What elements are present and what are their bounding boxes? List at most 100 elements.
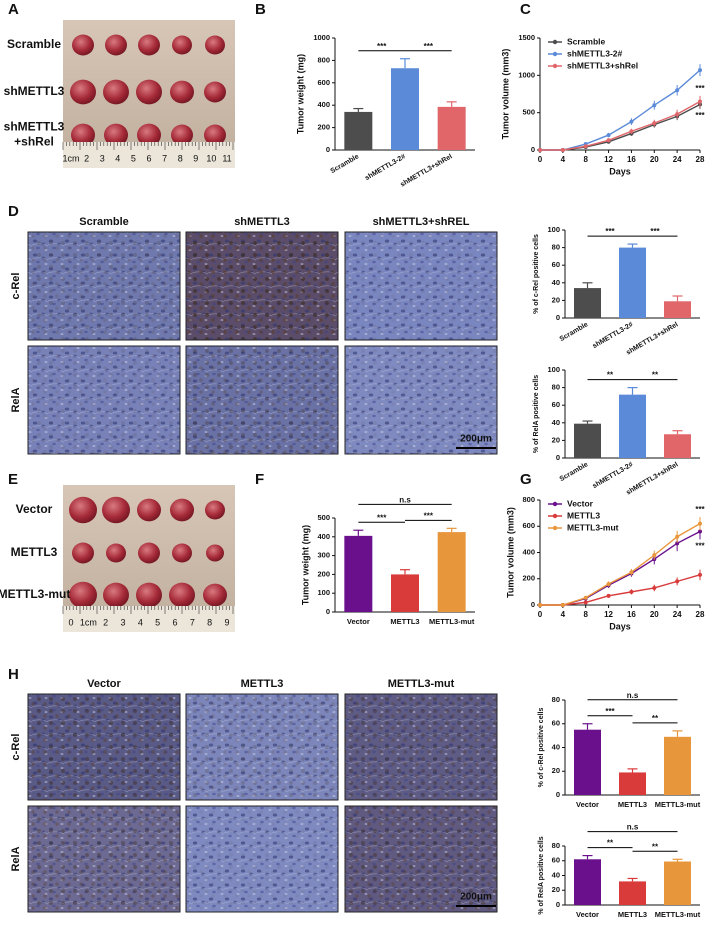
bar bbox=[619, 772, 646, 795]
legend-label: shMETTL3+shRel bbox=[567, 60, 638, 70]
panel-letter: A bbox=[8, 1, 19, 18]
y-tick-label: 60 bbox=[552, 400, 560, 409]
ruler-label: 4 bbox=[138, 617, 143, 627]
point bbox=[629, 570, 634, 575]
x-tick-label: Vector bbox=[347, 617, 370, 626]
y-tick-label: 300 bbox=[317, 551, 330, 560]
x-tick-label: shMETTL3-2# bbox=[592, 461, 635, 490]
tumor bbox=[205, 35, 225, 55]
ruler-label: 2 bbox=[103, 617, 108, 627]
row-label: c-Rel bbox=[10, 273, 22, 300]
tumor bbox=[172, 543, 192, 563]
histology-stain bbox=[28, 346, 180, 454]
tumor bbox=[204, 124, 226, 146]
ruler-label: 4 bbox=[115, 153, 120, 163]
y-tick-label: 40 bbox=[552, 418, 560, 427]
histology-stain bbox=[186, 694, 338, 800]
histology-stain bbox=[345, 806, 497, 912]
x-tick-label: METTL3 bbox=[618, 910, 647, 919]
x-tick-label: Vector bbox=[576, 800, 599, 809]
y-tick-label: 0 bbox=[556, 313, 560, 322]
tumor bbox=[103, 582, 129, 608]
y-tick-label: 40 bbox=[552, 870, 560, 879]
legend-marker bbox=[552, 39, 558, 45]
panel-letter: E bbox=[8, 471, 18, 488]
significance-label: *** bbox=[377, 513, 387, 522]
histology-stain bbox=[345, 346, 497, 454]
x-tick-label: 8 bbox=[583, 155, 588, 164]
point bbox=[652, 103, 657, 108]
row-label: shMETTL3 bbox=[4, 120, 65, 134]
point bbox=[652, 553, 657, 558]
legend-marker bbox=[552, 501, 558, 507]
y-tick-label: 20 bbox=[552, 295, 560, 304]
significance-label: ** bbox=[607, 839, 614, 848]
bar bbox=[574, 288, 601, 318]
x-tick-label: Vector bbox=[576, 910, 599, 919]
ruler-label: 3 bbox=[100, 153, 105, 163]
x-tick-label: METTL3 bbox=[618, 800, 647, 809]
bar bbox=[391, 574, 419, 612]
series-line bbox=[540, 523, 701, 606]
y-tick-label: 600 bbox=[522, 521, 535, 530]
ruler-label: 1cm bbox=[62, 153, 79, 163]
bar bbox=[344, 111, 373, 150]
column-label: Vector bbox=[87, 678, 121, 690]
point bbox=[629, 129, 634, 134]
y-tick-label: 1000 bbox=[313, 33, 330, 42]
y-axis-label: Tumor volume (mm3) bbox=[505, 507, 515, 598]
y-axis-label: % of RelA positive cells bbox=[533, 375, 540, 453]
x-tick-label: 4 bbox=[561, 610, 566, 619]
ruler-label: 3 bbox=[120, 617, 125, 627]
x-tick-label: 20 bbox=[650, 155, 659, 164]
y-tick-label: 0 bbox=[531, 145, 535, 154]
significance-label: *** bbox=[695, 541, 705, 550]
tumor bbox=[138, 34, 160, 56]
x-tick-label: 16 bbox=[627, 610, 636, 619]
histology-stain bbox=[186, 806, 338, 912]
x-tick-label: METTL3-mut bbox=[429, 617, 475, 626]
point bbox=[652, 121, 657, 126]
legend-label: Vector bbox=[567, 498, 594, 508]
x-tick-label: 24 bbox=[673, 610, 682, 619]
bar bbox=[574, 423, 601, 458]
ruler-label: 11 bbox=[222, 153, 231, 163]
y-tick-label: 800 bbox=[522, 495, 535, 504]
x-tick-label: 12 bbox=[604, 155, 613, 164]
point bbox=[629, 589, 634, 594]
histology-stain bbox=[28, 694, 180, 800]
tumor bbox=[171, 124, 193, 146]
significance-label: *** bbox=[605, 707, 615, 716]
x-tick-label: 8 bbox=[583, 610, 588, 619]
column-label: Scramble bbox=[79, 216, 129, 228]
bar bbox=[437, 532, 466, 612]
legend-label: Scramble bbox=[567, 36, 606, 46]
legend-label: METTL3-mut bbox=[567, 522, 619, 532]
y-tick-label: 60 bbox=[552, 856, 560, 865]
bar bbox=[574, 729, 601, 795]
point bbox=[583, 600, 588, 605]
tumor bbox=[103, 79, 129, 105]
y-tick-label: 400 bbox=[522, 547, 535, 556]
bar bbox=[664, 736, 691, 795]
x-tick-label: Scramble bbox=[559, 321, 590, 343]
scale-bar-label: 200μm bbox=[460, 434, 492, 445]
series-line bbox=[540, 103, 701, 151]
x-tick-label: 24 bbox=[673, 155, 682, 164]
row-label: Vector bbox=[16, 502, 53, 516]
point bbox=[606, 593, 611, 598]
scale-bar-label: 200μm bbox=[460, 892, 492, 903]
point bbox=[675, 88, 680, 93]
bar bbox=[619, 394, 646, 458]
ruler-label: 10 bbox=[206, 153, 216, 163]
tumor bbox=[170, 498, 194, 522]
ruler-label: 6 bbox=[172, 617, 177, 627]
x-tick-label: Scramble bbox=[329, 153, 360, 175]
y-tick-label: 100 bbox=[547, 225, 560, 234]
ruler-label: 8 bbox=[207, 617, 212, 627]
point bbox=[698, 68, 702, 73]
tumor bbox=[69, 496, 97, 524]
histology-stain bbox=[186, 346, 338, 454]
bar bbox=[344, 535, 373, 612]
